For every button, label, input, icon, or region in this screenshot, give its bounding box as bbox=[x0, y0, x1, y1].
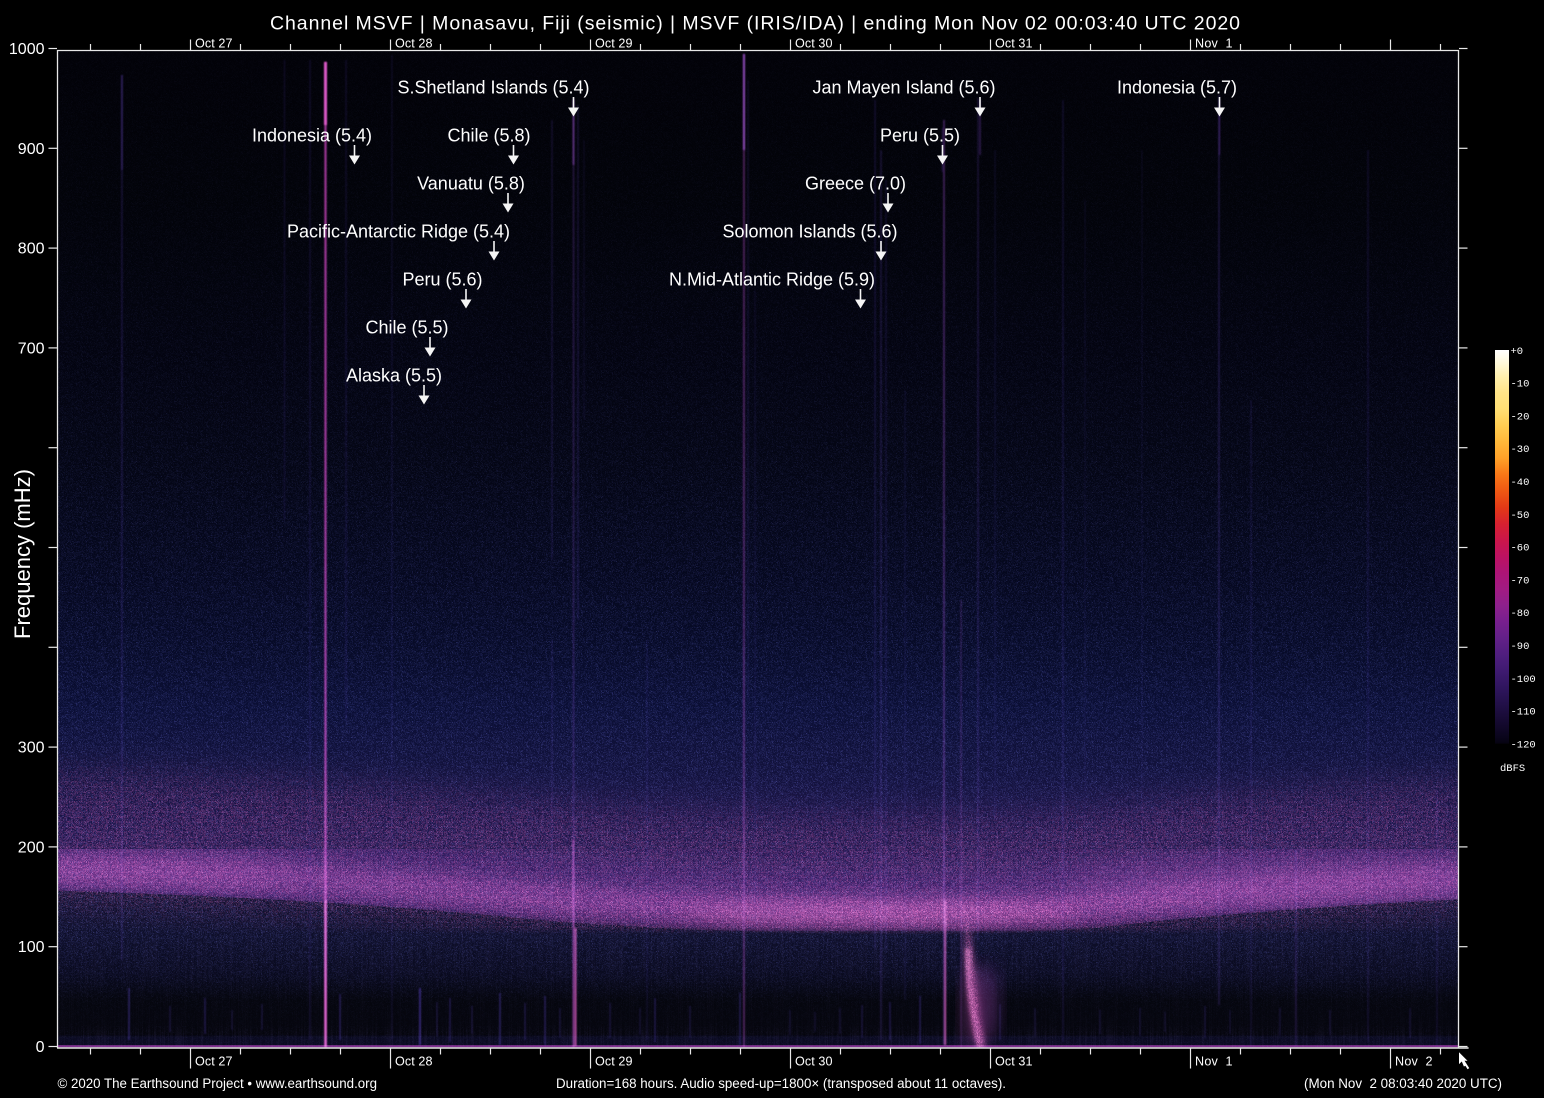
svg-text:Indonesia (5.7): Indonesia (5.7) bbox=[1117, 78, 1237, 98]
svg-text:Oct 27: Oct 27 bbox=[195, 1055, 233, 1069]
svg-text:Oct 29: Oct 29 bbox=[595, 37, 633, 51]
svg-text:900: 900 bbox=[18, 141, 45, 158]
svg-text:-20: -20 bbox=[1511, 411, 1530, 423]
svg-text:-50: -50 bbox=[1511, 510, 1530, 522]
svg-text:Oct 29: Oct 29 bbox=[595, 1055, 633, 1069]
svg-text:Frequency (mHz): Frequency (mHz) bbox=[10, 469, 35, 639]
svg-text:Oct 30: Oct 30 bbox=[795, 1055, 833, 1069]
svg-text:Oct 31: Oct 31 bbox=[995, 1055, 1033, 1069]
svg-text:1000: 1000 bbox=[9, 41, 45, 58]
svg-text:Chile (5.5): Chile (5.5) bbox=[365, 318, 448, 338]
svg-text:Oct 30: Oct 30 bbox=[795, 37, 833, 51]
svg-text:200: 200 bbox=[18, 839, 45, 856]
svg-text:Oct 28: Oct 28 bbox=[395, 1055, 433, 1069]
svg-text:Duration=168 hours. Audio spee: Duration=168 hours. Audio speed-up=1800×… bbox=[556, 1076, 1006, 1092]
svg-text:Jan Mayen Island (5.6): Jan Mayen Island (5.6) bbox=[812, 78, 995, 98]
svg-text:-30: -30 bbox=[1511, 444, 1530, 456]
svg-text:Chile (5.8): Chile (5.8) bbox=[447, 126, 530, 146]
svg-text:0: 0 bbox=[36, 1039, 45, 1056]
svg-text:Greece (7.0): Greece (7.0) bbox=[805, 174, 906, 194]
svg-text:Nov 1: Nov 1 bbox=[1195, 37, 1233, 51]
svg-text:Nov 2: Nov 2 bbox=[1395, 1055, 1433, 1069]
svg-text:Oct 28: Oct 28 bbox=[395, 37, 433, 51]
svg-text:(Mon Nov 2 08:03:40 2020 UTC): (Mon Nov 2 08:03:40 2020 UTC) bbox=[1304, 1076, 1502, 1092]
svg-text:700: 700 bbox=[18, 340, 45, 357]
svg-text:Oct 27: Oct 27 bbox=[195, 37, 233, 51]
svg-text:Nov 1: Nov 1 bbox=[1195, 1055, 1233, 1069]
svg-text:dBFS: dBFS bbox=[1500, 763, 1525, 775]
svg-text:N.Mid-Atlantic Ridge (5.9): N.Mid-Atlantic Ridge (5.9) bbox=[669, 270, 875, 290]
svg-text:Vanuatu (5.8): Vanuatu (5.8) bbox=[417, 174, 525, 194]
svg-text:Pacific-Antarctic Ridge (5.4): Pacific-Antarctic Ridge (5.4) bbox=[287, 222, 510, 242]
svg-text:-120: -120 bbox=[1511, 739, 1536, 751]
svg-text:Oct 31: Oct 31 bbox=[995, 37, 1033, 51]
svg-text:Indonesia (5.4): Indonesia (5.4) bbox=[252, 126, 372, 146]
svg-text:-40: -40 bbox=[1511, 477, 1530, 489]
svg-text:Peru (5.5): Peru (5.5) bbox=[880, 126, 960, 146]
svg-text:-90: -90 bbox=[1511, 641, 1530, 653]
svg-text:-70: -70 bbox=[1511, 575, 1530, 587]
svg-text:-110: -110 bbox=[1511, 707, 1536, 719]
svg-text:100: 100 bbox=[18, 939, 45, 956]
svg-text:S.Shetland Islands (5.4): S.Shetland Islands (5.4) bbox=[397, 78, 589, 98]
svg-text:-80: -80 bbox=[1511, 608, 1530, 620]
svg-text:+0: +0 bbox=[1511, 346, 1524, 358]
svg-text:Peru (5.6): Peru (5.6) bbox=[402, 270, 482, 290]
svg-text:300: 300 bbox=[18, 740, 45, 757]
svg-text:-100: -100 bbox=[1511, 674, 1536, 686]
svg-text:-60: -60 bbox=[1511, 543, 1530, 555]
svg-text:© 2020 The Earthsound Project: © 2020 The Earthsound Project • www.eart… bbox=[58, 1076, 378, 1092]
svg-text:-10: -10 bbox=[1511, 379, 1530, 391]
svg-text:Solomon Islands (5.6): Solomon Islands (5.6) bbox=[722, 222, 897, 242]
svg-text:Alaska (5.5): Alaska (5.5) bbox=[346, 366, 442, 386]
svg-text:Channel MSVF | Monasavu, Fiji: Channel MSVF | Monasavu, Fiji (seismic) … bbox=[270, 13, 1240, 35]
svg-text:800: 800 bbox=[18, 241, 45, 258]
